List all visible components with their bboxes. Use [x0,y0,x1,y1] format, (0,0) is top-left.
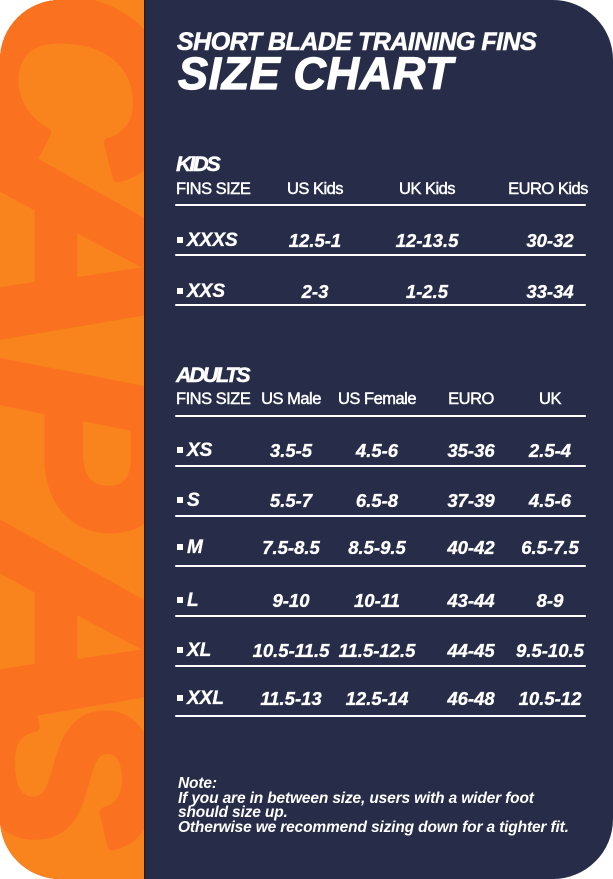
svg-text:CAPAS: CAPAS [0,0,144,848]
